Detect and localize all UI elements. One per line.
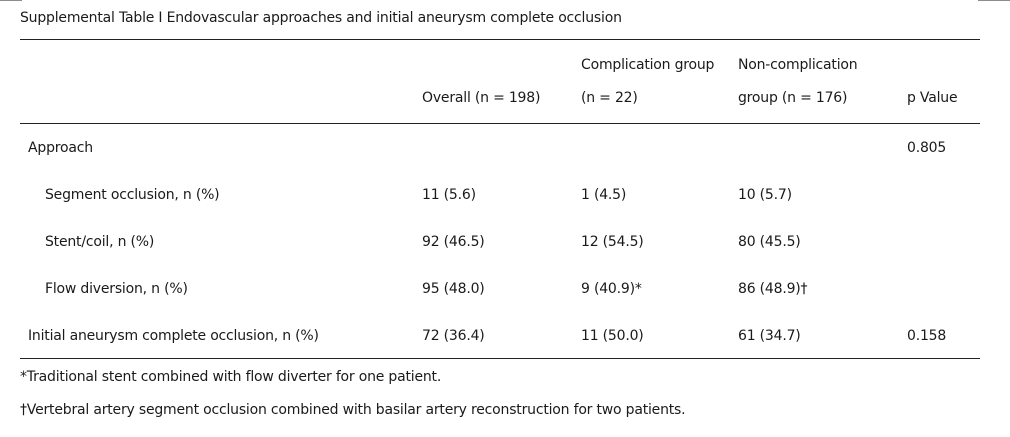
row-label: Stent/coil, n (%) bbox=[45, 234, 155, 250]
bottom-rule bbox=[20, 358, 980, 359]
row-noncomplication: 61 (34.7) bbox=[738, 328, 801, 344]
header-complication-line2: (n = 22) bbox=[581, 90, 638, 106]
row-overall: 95 (48.0) bbox=[422, 281, 485, 297]
row-complication: 1 (4.5) bbox=[581, 187, 627, 203]
header-noncomplication-line2: group (n = 176) bbox=[738, 90, 848, 106]
row-overall: 92 (46.5) bbox=[422, 234, 485, 250]
footnote: †Vertebral artery segment occlusion comb… bbox=[20, 402, 686, 418]
header-noncomplication-line1: Non-complication bbox=[738, 57, 858, 73]
row-p-value: 0.158 bbox=[907, 328, 947, 344]
header-complication-line1: Complication group bbox=[581, 57, 715, 73]
row-label: Segment occlusion, n (%) bbox=[45, 187, 220, 203]
row-p-value: 0.805 bbox=[907, 140, 947, 156]
footnote: *Traditional stent combined with flow di… bbox=[20, 369, 442, 385]
row-noncomplication: 80 (45.5) bbox=[738, 234, 801, 250]
row-complication: 12 (54.5) bbox=[581, 234, 644, 250]
top-left-border bbox=[0, 0, 22, 1]
row-label: Initial aneurysm complete occlusion, n (… bbox=[28, 328, 319, 344]
top-rule bbox=[20, 39, 980, 40]
row-overall: 72 (36.4) bbox=[422, 328, 485, 344]
header-overall: Overall (n = 198) bbox=[422, 90, 541, 106]
row-complication: 9 (40.9)* bbox=[581, 281, 642, 297]
top-right-border bbox=[978, 0, 1010, 1]
header-pvalue: p Value bbox=[907, 90, 958, 106]
row-noncomplication: 86 (48.9)† bbox=[738, 281, 808, 297]
row-label: Approach bbox=[28, 140, 93, 156]
header-rule bbox=[20, 123, 980, 124]
table-title: Supplemental Table I Endovascular approa… bbox=[20, 10, 622, 26]
row-label: Flow diversion, n (%) bbox=[45, 281, 188, 297]
row-noncomplication: 10 (5.7) bbox=[738, 187, 792, 203]
row-complication: 11 (50.0) bbox=[581, 328, 644, 344]
row-overall: 11 (5.6) bbox=[422, 187, 476, 203]
